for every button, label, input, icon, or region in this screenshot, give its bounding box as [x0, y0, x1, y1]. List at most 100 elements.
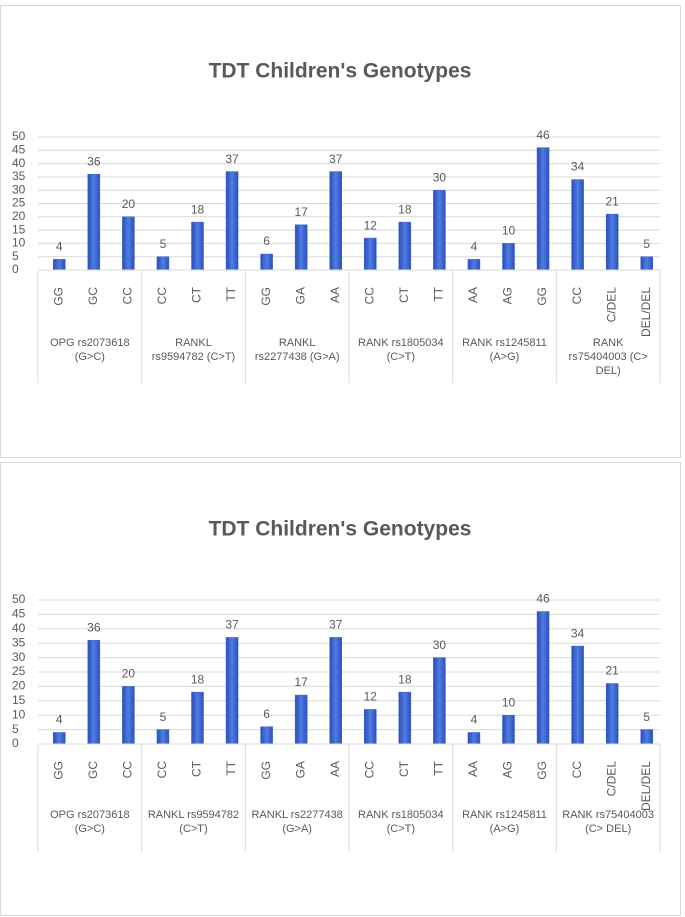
x-tick-label: CC: [155, 761, 169, 779]
data-label: 5: [643, 710, 650, 724]
bar: [398, 221, 412, 271]
bar: [329, 637, 342, 745]
y-tick-label: 40: [12, 621, 26, 635]
x-tick-label: TT: [224, 760, 238, 775]
group-label: RANKL rs2277438 (G>A): [254, 337, 340, 363]
y-tick-label: 15: [12, 693, 26, 707]
data-label: 4: [471, 240, 478, 254]
x-tick-label: GG: [259, 761, 273, 780]
bar: [433, 189, 446, 271]
x-tick-label: CC: [155, 287, 169, 305]
y-tick-label: 45: [12, 142, 26, 156]
bar: [260, 253, 273, 271]
group-label-box: RANK rs1805034 (C>T): [358, 337, 444, 363]
group-label-box: RANK rs1805034 (C>T): [358, 809, 444, 835]
chart-title: TDT Children's Genotypes: [209, 518, 472, 541]
data-label: 12: [364, 218, 378, 232]
data-label: 18: [398, 202, 412, 216]
data-label: 37: [329, 618, 343, 632]
group-label: OPG rs2073618 (G>C): [50, 337, 130, 363]
y-tick-label: 35: [12, 169, 26, 183]
group-label-box: RANK rs75404003 (C> DEL): [562, 809, 655, 835]
bar: [122, 216, 135, 271]
y-tick-label: 50: [12, 129, 26, 143]
data-label: 17: [294, 205, 308, 219]
bar: [502, 243, 515, 271]
y-tick-label: 35: [12, 635, 26, 649]
group-label-box: RANKL rs9594782 (C>T): [147, 809, 240, 835]
x-tick-label: DEL/DEL: [639, 287, 653, 337]
x-tick-label: CT: [190, 286, 204, 303]
x-tick-label: TT: [432, 286, 446, 301]
x-tick-label: CC: [570, 761, 584, 779]
bar: [605, 683, 619, 745]
chart-title: TDT Children's Genotypes: [209, 60, 472, 83]
x-tick-label: AG: [501, 761, 515, 778]
group-label: RANK rs1245811 (A>G): [462, 809, 547, 835]
group-label-box: OPG rs2073618 (G>C): [50, 809, 130, 835]
group-label-box: RANKL rs2277438 (G>A): [251, 809, 342, 835]
bar: [398, 691, 412, 745]
x-tick-label: CC: [362, 287, 376, 305]
x-tick-label: GG: [259, 287, 273, 306]
bar: [502, 714, 515, 745]
group-label: RANK rs75404003 (C> DEL): [568, 337, 648, 377]
group-label-box: RANK rs75404003 (C> DEL): [568, 337, 648, 377]
data-label: 20: [122, 667, 136, 681]
bar: [122, 686, 135, 745]
group-label-box: RANKL rs2277438 (G>A): [254, 337, 340, 363]
x-tick-label: GA: [293, 287, 307, 304]
bar: [225, 171, 239, 271]
data-label: 37: [329, 152, 343, 166]
y-tick-label: 50: [12, 592, 26, 606]
bar: [53, 732, 66, 745]
data-label: 5: [160, 237, 167, 251]
group-label: RANK rs1245811 (A>G): [462, 337, 547, 363]
x-tick-label: GG: [535, 287, 549, 306]
y-tick-label: 40: [12, 156, 26, 170]
bar: [467, 259, 481, 271]
x-tick-label: AA: [328, 761, 342, 777]
x-tick-label: C/DEL: [604, 761, 618, 797]
group-label: RANK rs75404003 (C> DEL): [562, 809, 655, 835]
bar: [53, 259, 66, 271]
data-label: 46: [536, 128, 550, 142]
bar: [640, 256, 653, 271]
x-tick-label: CC: [362, 761, 376, 779]
data-label: 36: [87, 154, 101, 168]
bar: [87, 173, 101, 271]
group-label-box: RANK rs1245811 (A>G): [462, 809, 547, 835]
data-label: 36: [87, 620, 101, 634]
data-label: 17: [294, 675, 308, 689]
data-label: 18: [398, 672, 412, 686]
data-label: 46: [536, 592, 550, 606]
x-tick-label: GG: [51, 287, 65, 306]
bar: [87, 640, 101, 745]
x-tick-label: AA: [466, 761, 480, 777]
data-label: 6: [263, 707, 270, 721]
bar: [156, 256, 170, 271]
group-label: RANK rs1805034 (C>T): [358, 809, 444, 835]
x-tick-label: AA: [328, 287, 342, 303]
group-label: RANKL rs9594782 (C>T): [147, 809, 240, 835]
data-label: 34: [571, 626, 585, 640]
bar: [364, 237, 377, 271]
bar: [294, 224, 308, 271]
x-tick-label: AA: [466, 287, 480, 303]
data-label: 21: [605, 664, 619, 678]
data-label: 30: [433, 638, 447, 652]
y-tick-label: 25: [12, 664, 26, 678]
y-tick-label: 45: [12, 607, 26, 621]
y-tick-label: 0: [12, 262, 19, 276]
x-tick-label: GA: [293, 761, 307, 778]
data-label: 18: [191, 672, 205, 686]
data-label: 5: [160, 710, 167, 724]
group-label: RANK rs1805034 (C>T): [358, 337, 444, 363]
x-tick-label: TT: [432, 760, 446, 775]
data-label: 30: [433, 170, 447, 184]
x-tick-label: GG: [535, 761, 549, 780]
bar: [260, 726, 273, 745]
group-label: RANKL rs9594782 (C>T): [151, 337, 236, 363]
bar: [571, 179, 584, 271]
